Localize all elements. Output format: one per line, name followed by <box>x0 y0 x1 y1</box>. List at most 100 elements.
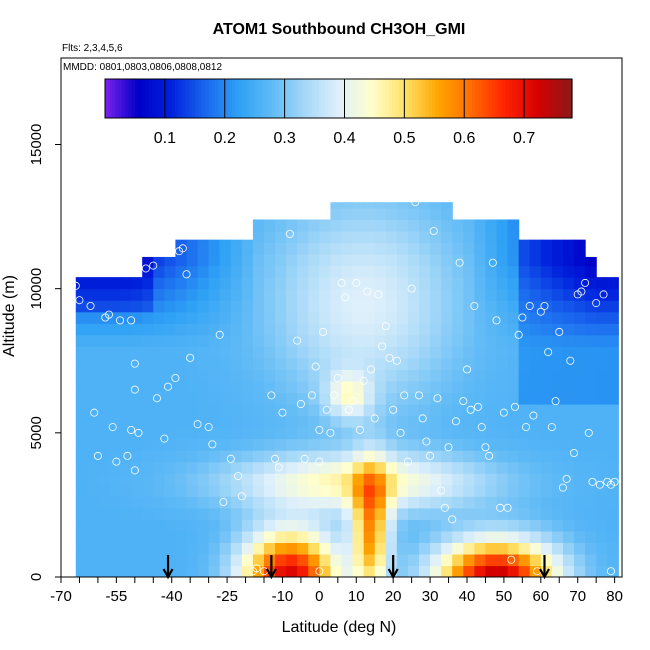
heatmap-cell <box>341 202 354 209</box>
heatmap-cell <box>330 300 343 313</box>
heatmap-cell <box>374 438 387 451</box>
heatmap-cell <box>596 392 608 405</box>
observation-point <box>459 397 468 406</box>
heatmap-cell <box>374 553 387 567</box>
colorbar-tick-label: 0.4 <box>333 130 355 147</box>
heatmap-cell <box>551 254 564 267</box>
heatmap-cell <box>585 461 597 474</box>
heatmap-cell <box>496 277 509 290</box>
heatmap-cell <box>164 484 177 497</box>
heatmap-cell <box>120 277 132 290</box>
colorbar-tick-label: 0.7 <box>513 130 535 147</box>
observation-point <box>208 440 217 449</box>
heatmap-cell <box>529 380 542 394</box>
heatmap-cell <box>286 553 298 567</box>
heatmap-cell <box>441 334 453 347</box>
heatmap-cell <box>463 300 475 313</box>
heatmap-cell <box>396 311 409 324</box>
heatmap-cell <box>297 404 309 417</box>
heatmap-cell <box>164 323 177 336</box>
heatmap-cell <box>197 427 210 440</box>
heatmap-cell <box>164 277 177 290</box>
heatmap-cell <box>540 404 553 417</box>
heatmap-cell <box>297 496 309 509</box>
heatmap-cell <box>197 473 210 486</box>
heatmap-cell <box>153 415 165 428</box>
heatmap-cell <box>75 277 88 290</box>
heatmap-cell <box>419 427 431 440</box>
heatmap-cell <box>551 369 564 382</box>
heatmap-cell <box>86 427 99 440</box>
heatmap-cell <box>297 484 309 497</box>
heatmap-cell <box>286 450 298 463</box>
heatmap-cell <box>518 380 531 394</box>
heatmap-cell <box>86 415 99 428</box>
heatmap-cell <box>108 461 121 474</box>
heatmap-cell <box>485 311 498 324</box>
heatmap-cell <box>230 438 243 451</box>
heatmap-cell <box>263 473 276 486</box>
heatmap-cell <box>452 427 464 440</box>
heatmap-cell <box>518 415 531 428</box>
heatmap-cell <box>496 404 509 417</box>
heatmap-cell <box>607 311 619 324</box>
heatmap-cell <box>485 323 498 336</box>
heatmap-cell <box>441 404 453 417</box>
heatmap-cell <box>319 334 332 347</box>
heatmap-cell <box>308 450 320 463</box>
heatmap-cell <box>419 288 431 301</box>
heatmap-cell <box>463 346 475 359</box>
heatmap-cell <box>374 231 387 244</box>
heatmap-cell <box>407 530 420 543</box>
heatmap-cell <box>419 484 431 497</box>
heatmap-cell <box>319 542 332 555</box>
heatmap-cell <box>474 334 487 347</box>
heatmap-cell <box>551 507 564 520</box>
heatmap-cell <box>452 219 464 232</box>
observation-point <box>127 425 136 434</box>
colorbar-swatch <box>311 79 316 118</box>
heatmap-cell <box>241 461 254 474</box>
heatmap-cell <box>407 542 420 555</box>
heatmap-cell <box>263 415 276 428</box>
heatmap-cell <box>341 496 354 509</box>
heatmap-cell <box>396 277 409 290</box>
heatmap-cell <box>385 202 398 209</box>
heatmap-cell <box>219 392 232 405</box>
heatmap-cell <box>164 542 177 555</box>
heatmap-cell <box>175 380 188 394</box>
heatmap-cell <box>108 392 121 405</box>
heatmap-cell <box>518 265 531 278</box>
heatmap-cell <box>363 207 376 221</box>
heatmap-cell <box>252 427 265 440</box>
heatmap-cell <box>540 323 553 336</box>
heatmap-cell <box>551 565 564 577</box>
heatmap-cell <box>97 346 110 359</box>
observation-point <box>396 428 405 437</box>
heatmap-cell <box>186 565 199 577</box>
heatmap-cell <box>108 530 121 543</box>
heatmap-cell <box>263 242 276 255</box>
heatmap-cell <box>407 565 420 577</box>
heatmap-cell <box>319 254 332 267</box>
heatmap-cell <box>164 288 177 301</box>
heatmap-cell <box>529 565 542 577</box>
heatmap-cell <box>474 242 487 255</box>
observation-point <box>385 353 394 362</box>
heatmap-cell <box>164 256 177 267</box>
heatmap-cell <box>308 346 320 359</box>
heatmap-cell <box>330 542 343 555</box>
heatmap-cell <box>131 415 143 428</box>
heatmap-cell <box>252 334 265 347</box>
heatmap-cell <box>131 311 143 324</box>
colorbar-swatch <box>271 79 276 118</box>
heatmap-cell <box>164 450 177 463</box>
colorbar-frame <box>104 78 573 119</box>
heatmap-cell <box>75 380 88 394</box>
heatmap-cell <box>396 219 409 232</box>
heatmap-cell <box>407 254 420 267</box>
heatmap-cell <box>319 369 332 382</box>
heatmap-cell <box>164 357 177 370</box>
heatmap-cell <box>131 461 143 474</box>
